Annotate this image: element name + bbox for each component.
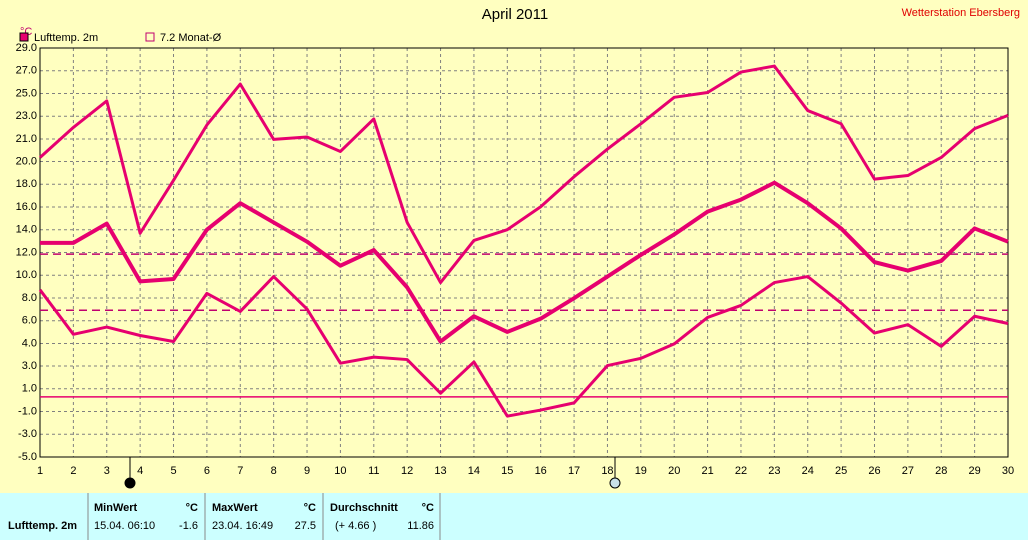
y-tick-label: 16.0 [16, 201, 37, 213]
y-tick-label: 4.0 [22, 337, 37, 349]
x-tick-label: 9 [304, 465, 310, 477]
y-tick-label: 25.0 [16, 87, 37, 99]
moon-phase-full [609, 457, 621, 489]
x-tick-label: 30 [1002, 465, 1014, 477]
y-tick-label: 3.0 [22, 360, 37, 372]
x-tick-label: 14 [468, 465, 480, 477]
x-tick-label: 18 [601, 465, 613, 477]
table-header-unit: °C [186, 502, 198, 514]
x-tick-label: 7 [237, 465, 243, 477]
table-header-unit: °C [304, 502, 316, 514]
x-tick-label: 3 [104, 465, 110, 477]
y-tick-label: 18.0 [16, 178, 37, 190]
table-cell: (+ 4.66 ) [335, 520, 376, 532]
x-tick-label: 6 [204, 465, 210, 477]
y-tick-label: 6.0 [22, 315, 37, 327]
y-tick-label: 23.0 [16, 110, 37, 122]
y-tick-label: 10.0 [16, 269, 37, 281]
legend-swatch [19, 32, 29, 42]
table-header: Durchschnitt [330, 502, 398, 514]
plot: -5.0 -3.0 -1.0 1.0 3.0 4.0 6.0 8.0 10.0 12.0 14.0 1… [16, 32, 1015, 477]
y-tick-label: 27.0 [16, 65, 37, 77]
x-tick-label: 27 [902, 465, 914, 477]
plot-frame [39, 47, 1009, 458]
x-tick-label: 2 [70, 465, 76, 477]
x-tick-label: 28 [935, 465, 947, 477]
chart-title: April 2011 [482, 6, 548, 23]
x-tick-label: 4 [137, 465, 143, 477]
table-header: MinWert [94, 502, 138, 514]
row-label: Lufttemp. 2m [8, 520, 77, 532]
legend-label: 7.2 Monat-Ø [160, 32, 222, 44]
x-tick-label: 12 [401, 465, 413, 477]
x-tick-label: 15 [501, 465, 513, 477]
x-tick-label: 13 [434, 465, 446, 477]
y-tick-label: -1.0 [18, 405, 37, 417]
series-line [38, 64, 1009, 285]
table-cell: 23.04. 16:49 [212, 520, 273, 532]
x-tick-label: 1 [37, 465, 43, 477]
x-tick-label: 10 [334, 465, 346, 477]
x-tick-label: 20 [668, 465, 680, 477]
table-cell: 11.86 [407, 520, 434, 532]
y-tick-label: 12.0 [16, 246, 37, 258]
x-tick-label: 26 [868, 465, 880, 477]
y-tick-label: 21.0 [16, 133, 37, 145]
x-tick-label: 21 [701, 465, 713, 477]
legend-label: Lufttemp. 2m [34, 32, 98, 44]
y-tick-label: -3.0 [18, 428, 37, 440]
x-tick-label: 25 [835, 465, 847, 477]
table-cell: 27.5 [295, 520, 316, 532]
x-tick-label: 17 [568, 465, 580, 477]
background [0, 0, 1028, 493]
x-tick-label: 16 [535, 465, 547, 477]
x-tick-label: 23 [768, 465, 780, 477]
table-header: MaxWert [212, 502, 258, 514]
y-tick-label: 14.0 [16, 224, 37, 236]
table-header-unit: °C [422, 502, 434, 514]
legend-swatch [145, 32, 155, 42]
table-cell: -1.6 [179, 520, 198, 532]
x-tick-label: 5 [170, 465, 176, 477]
y-tick-label: 29.0 [16, 42, 37, 54]
y-tick-label: 8.0 [22, 292, 37, 304]
y-tick-label: 1.0 [22, 383, 37, 395]
moon-phase-new [124, 457, 136, 489]
x-tick-label: 11 [368, 465, 379, 477]
table: MinWert °C MaxWert °C Durchschnitt °C Lufttemp… [8, 493, 441, 540]
table-cell: 15.04. 06:10 [94, 520, 155, 532]
x-tick-label: 29 [968, 465, 980, 477]
table-background [0, 493, 1028, 540]
y-tick-label: -5.0 [18, 451, 37, 463]
x-tick-label: 22 [735, 465, 747, 477]
series-line [40, 180, 1009, 344]
x-tick-label: 19 [635, 465, 647, 477]
x-tick-label: 24 [802, 465, 814, 477]
series-line [38, 275, 1009, 418]
x-tick-label: 8 [271, 465, 277, 477]
y-tick-label: 20.0 [16, 155, 37, 167]
station: Wetterstation Ebersberg [902, 7, 1020, 19]
